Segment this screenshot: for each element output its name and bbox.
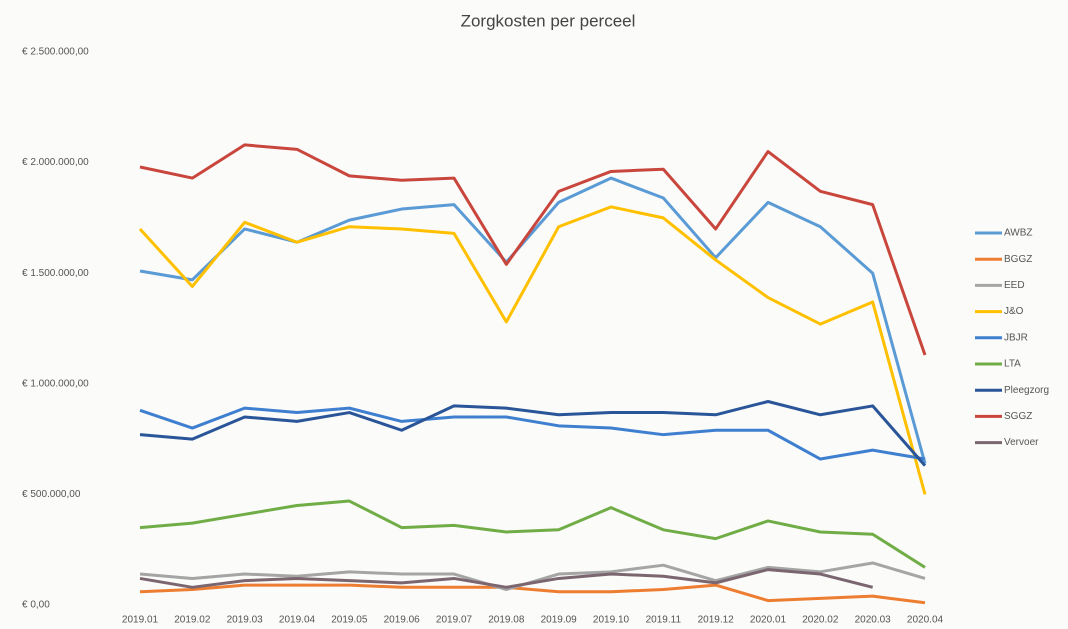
series-line — [139, 568, 874, 589]
chart-title: Zorgkosten per perceel — [461, 11, 636, 30]
series-line — [138, 205, 927, 495]
y-tick-label: € 1.500.000,00 — [22, 268, 89, 279]
legend-label: J&O — [1004, 306, 1024, 317]
legend-label: EED — [1004, 280, 1025, 291]
series-line — [139, 176, 927, 464]
y-tick-label: € 2.500.000,00 — [22, 47, 89, 58]
x-tick-label: 2019.10 — [593, 615, 630, 626]
y-tick-label: € 1.000.000,00 — [22, 378, 89, 389]
legend-label: JBJR — [1004, 332, 1028, 343]
x-tick-label: 2019.01 — [122, 615, 159, 626]
series-line — [139, 143, 927, 356]
x-tick-label: 2020.01 — [750, 615, 787, 626]
legend-label: LTA — [1004, 359, 1021, 370]
x-tick-label: 2019.12 — [698, 615, 735, 626]
x-tick-label: 2019.08 — [488, 615, 525, 626]
x-tick-label: 2020.04 — [907, 615, 944, 626]
x-tick-label: 2019.07 — [436, 615, 473, 626]
x-tick-label: 2020.03 — [855, 615, 892, 626]
legend-label: Vervoer — [1004, 437, 1039, 448]
series-line — [139, 583, 926, 605]
series-line — [139, 399, 927, 467]
series-line — [139, 406, 926, 461]
y-tick-label: € 2.000.000,00 — [22, 157, 89, 168]
series-line — [139, 499, 926, 569]
x-tick-label: 2019.02 — [174, 615, 211, 626]
y-tick-label: € 500.000,00 — [22, 489, 81, 500]
x-tick-label: 2019.11 — [646, 615, 682, 626]
legend-label: Pleegzorg — [1004, 385, 1049, 396]
x-tick-label: 2019.04 — [279, 615, 316, 626]
x-tick-label: 2019.05 — [331, 615, 368, 626]
x-tick-label: 2019.06 — [384, 615, 421, 626]
y-tick-label: € 0,00 — [22, 600, 50, 611]
x-tick-label: 2019.09 — [541, 615, 578, 626]
x-tick-label: 2020.02 — [802, 615, 839, 626]
legend-label: BGGZ — [1004, 254, 1032, 265]
legend-label: AWBZ — [1004, 228, 1033, 239]
x-tick-label: 2019.03 — [227, 615, 264, 626]
legend-label: SGGZ — [1004, 411, 1032, 422]
